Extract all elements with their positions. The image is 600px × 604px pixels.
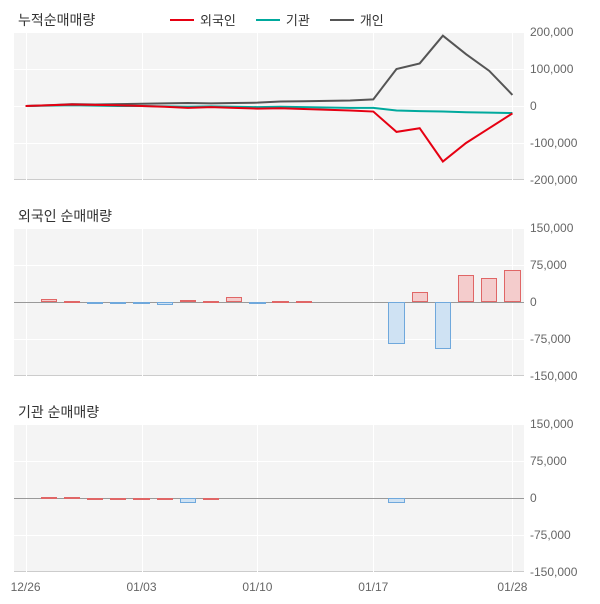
- bar: [203, 301, 219, 303]
- y-tick-label: 150,000: [530, 417, 573, 431]
- bar: [481, 278, 497, 302]
- bar: [272, 301, 288, 303]
- bar: [388, 302, 404, 344]
- bar: [41, 299, 57, 302]
- chart2-title: 외국인 순매매량: [18, 206, 112, 226]
- y-tick-label: -200,000: [530, 173, 577, 187]
- x-tick-label: 01/10: [232, 580, 282, 594]
- y-tick-label: 100,000: [530, 62, 573, 76]
- y-tick-label: -75,000: [530, 332, 571, 346]
- chart3-plot: [14, 424, 524, 572]
- bar: [249, 302, 265, 304]
- bar: [157, 302, 173, 305]
- bar: [180, 498, 196, 503]
- bar: [458, 275, 474, 302]
- bar: [388, 498, 404, 503]
- h-gridline: [14, 461, 524, 462]
- bar: [504, 270, 520, 302]
- bar: [435, 302, 451, 349]
- y-tick-label: 0: [530, 491, 537, 505]
- y-tick-label: 200,000: [530, 25, 573, 39]
- x-tick-label: 12/26: [1, 580, 51, 594]
- chart2-plot: [14, 228, 524, 376]
- y-tick-label: -150,000: [530, 565, 577, 579]
- chart3-title: 기관 순매매량: [18, 402, 99, 422]
- bar: [41, 497, 57, 499]
- h-gridline: [14, 228, 524, 229]
- bar: [157, 498, 173, 500]
- y-tick-label: 150,000: [530, 221, 573, 235]
- y-tick-label: -75,000: [530, 528, 571, 542]
- x-tick-label: 01/17: [348, 580, 398, 594]
- bar: [110, 498, 126, 500]
- line-foreigner: [26, 105, 513, 162]
- y-tick-label: 0: [530, 295, 537, 309]
- bar: [226, 297, 242, 302]
- h-gridline: [14, 572, 524, 573]
- h-gridline: [14, 376, 524, 377]
- bar: [133, 302, 149, 304]
- bar: [110, 302, 126, 304]
- bar: [87, 498, 103, 500]
- h-gridline: [14, 535, 524, 536]
- y-tick-label: -100,000: [530, 136, 577, 150]
- x-tick-label: 01/03: [117, 580, 167, 594]
- h-gridline: [14, 424, 524, 425]
- bar: [64, 301, 80, 303]
- bar: [296, 301, 312, 303]
- line-individual: [26, 36, 513, 106]
- bar: [203, 498, 219, 500]
- h-gridline: [14, 265, 524, 266]
- bar: [64, 497, 80, 499]
- y-tick-label: 75,000: [530, 454, 567, 468]
- bar: [180, 300, 196, 302]
- bar: [87, 302, 103, 304]
- y-tick-label: 0: [530, 99, 537, 113]
- y-tick-label: -150,000: [530, 369, 577, 383]
- x-tick-label: 01/28: [487, 580, 537, 594]
- y-tick-label: 75,000: [530, 258, 567, 272]
- bar: [412, 292, 428, 302]
- bar: [133, 498, 149, 500]
